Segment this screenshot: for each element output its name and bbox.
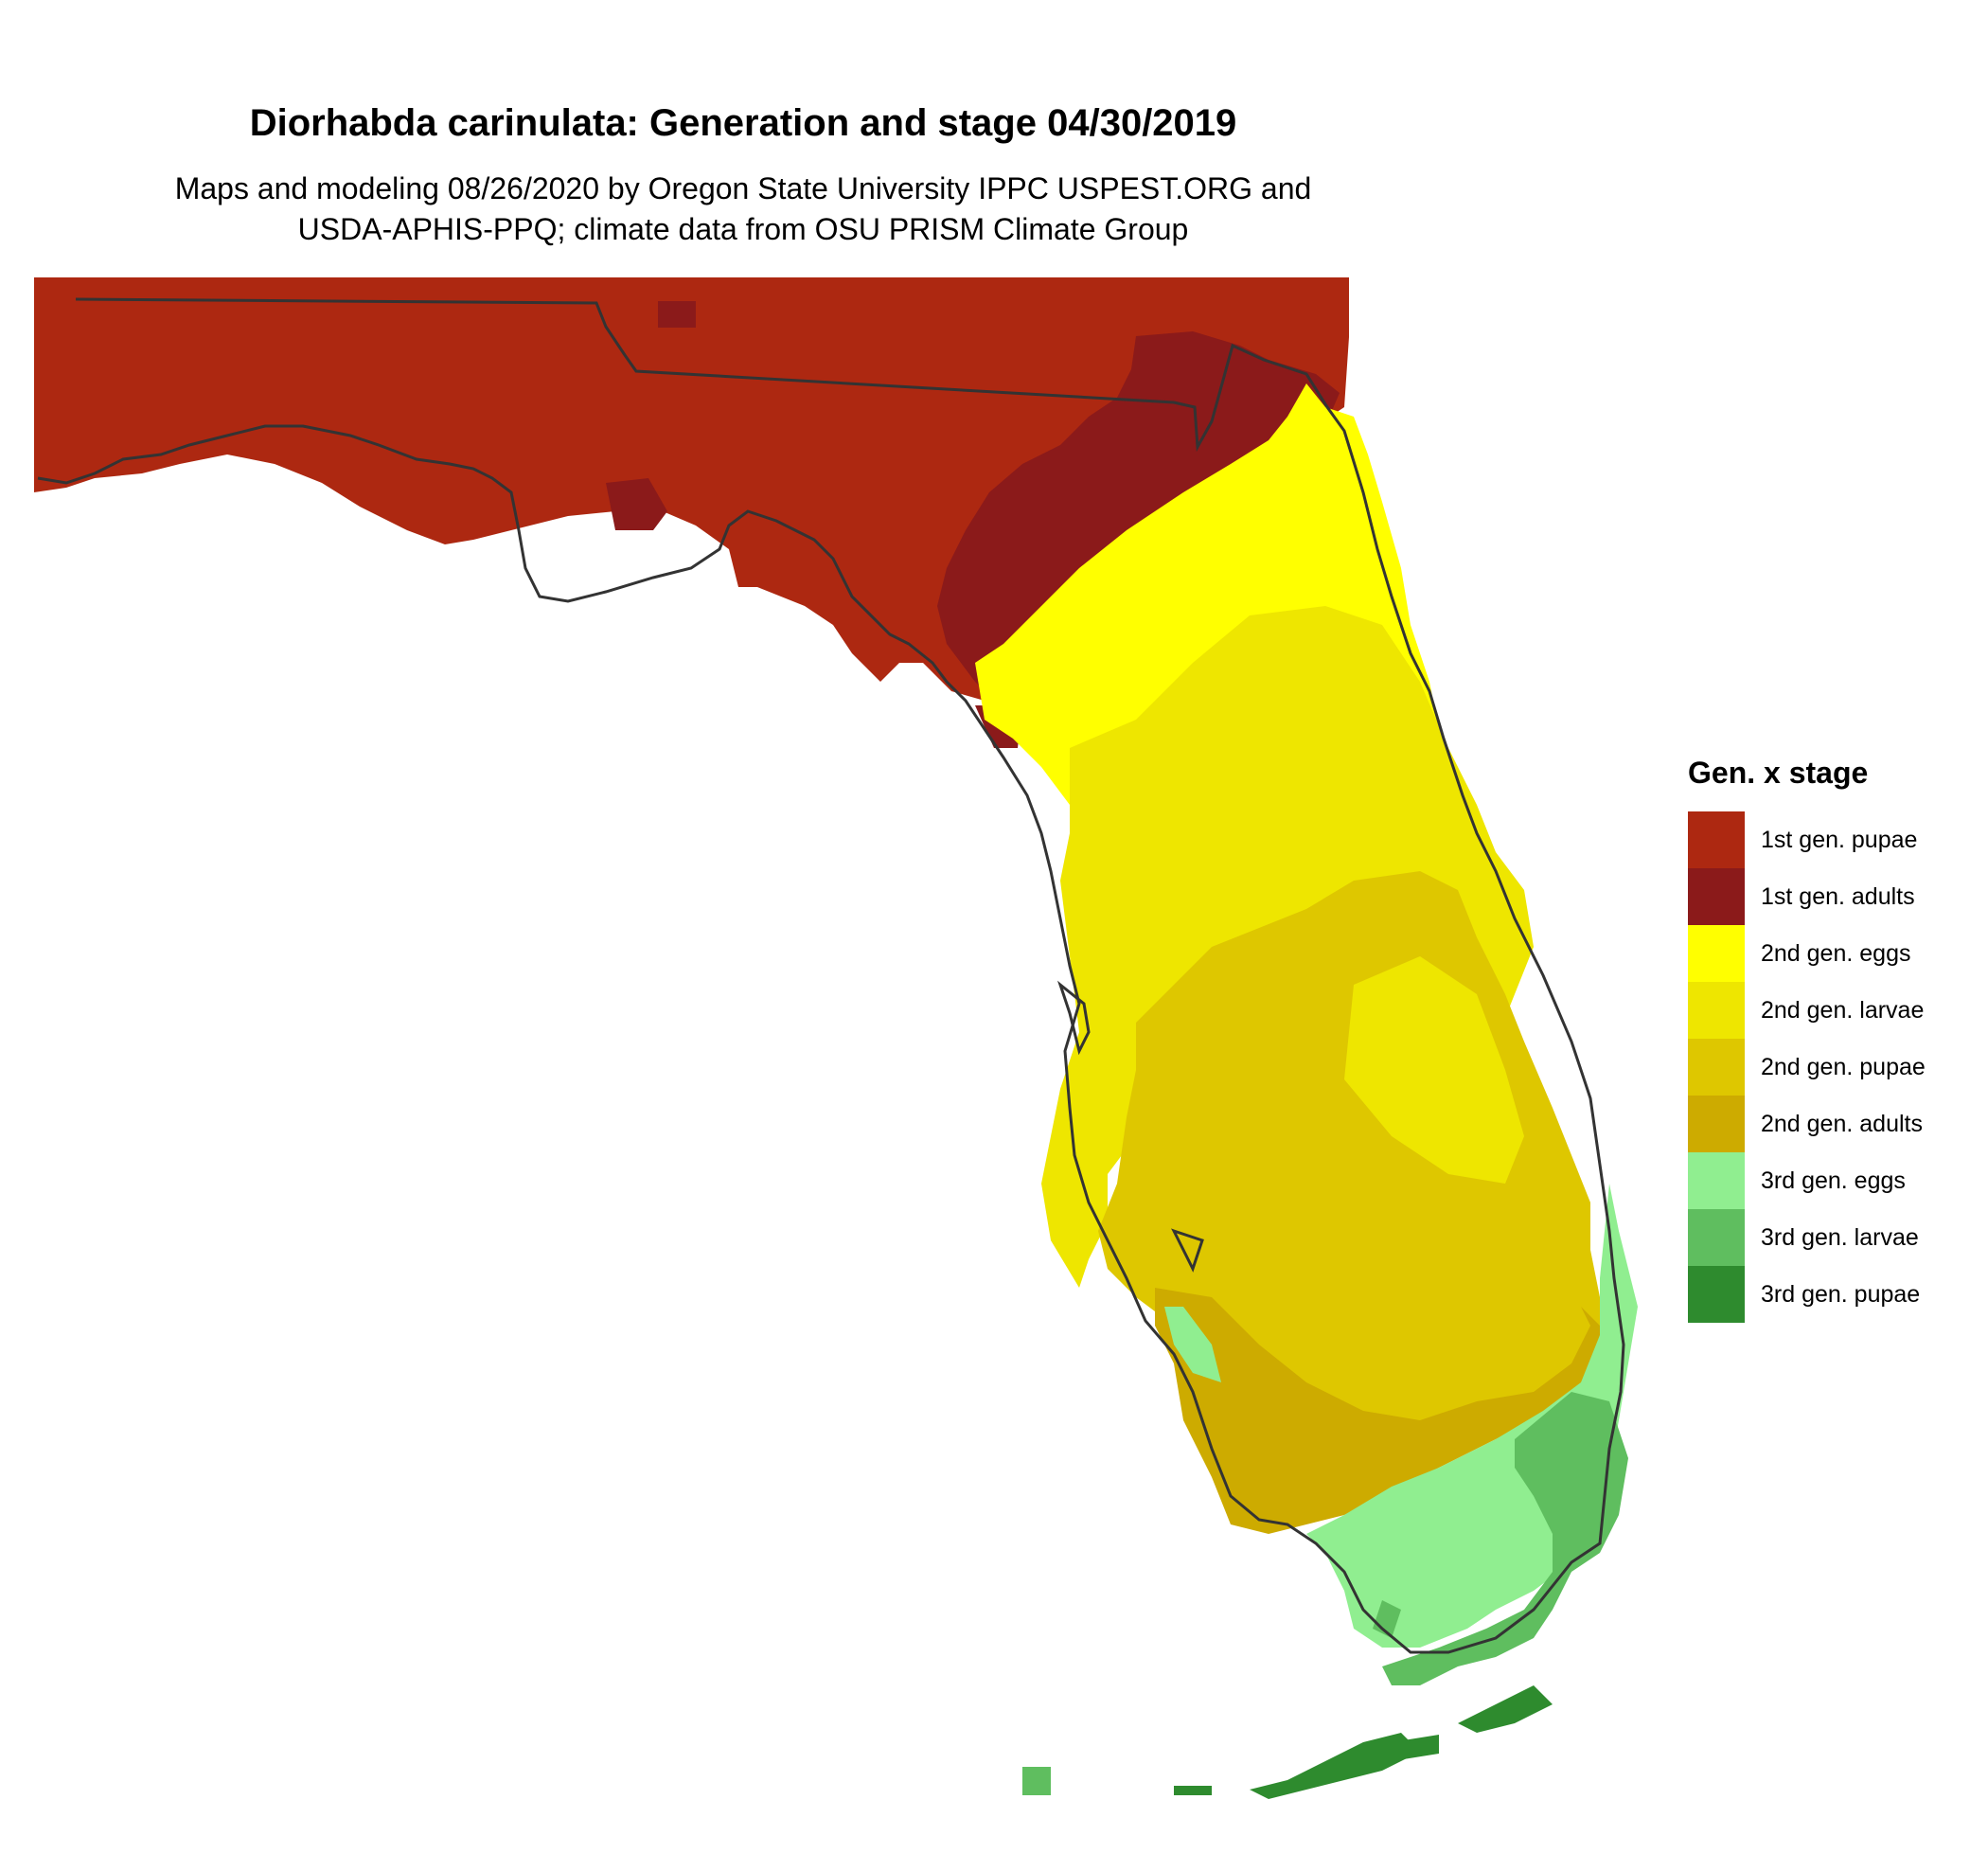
legend-swatch bbox=[1688, 925, 1745, 982]
map-title: Diorhabda carinulata: Generation and sta… bbox=[249, 102, 1237, 144]
legend-label: 2nd gen. adults bbox=[1761, 1110, 1923, 1137]
zone-3rd-gen-larvae bbox=[1373, 1600, 1401, 1638]
legend-label: 1st gen. pupae bbox=[1761, 826, 1918, 853]
legend-label: 2nd gen. larvae bbox=[1761, 996, 1925, 1024]
legend-label: 3rd gen. pupae bbox=[1761, 1280, 1921, 1308]
legend-swatch bbox=[1688, 811, 1745, 868]
legend-item: 2nd gen. adults bbox=[1688, 1096, 1972, 1152]
legend-item: 2nd gen. eggs bbox=[1688, 925, 1972, 982]
bay-outline bbox=[1056, 980, 1091, 1056]
legend-label: 3rd gen. larvae bbox=[1761, 1223, 1919, 1251]
subtitle-line-2: USDA-APHIS-PPQ; climate data from OSU PR… bbox=[297, 212, 1189, 246]
legend-swatch bbox=[1688, 1039, 1745, 1096]
zone-3rd-gen-pupae-keys bbox=[1174, 1786, 1212, 1795]
legend-item: 3rd gen. larvae bbox=[1688, 1209, 1972, 1266]
legend-item: 1st gen. pupae bbox=[1688, 811, 1972, 868]
legend-label: 2nd gen. pupae bbox=[1761, 1053, 1926, 1080]
florida-outline bbox=[37, 297, 1625, 1654]
zone-1st-gen-adults-spot bbox=[658, 301, 696, 328]
zone-1st-gen-adults-spot bbox=[606, 478, 667, 530]
legend-label: 2nd gen. eggs bbox=[1761, 939, 1911, 967]
legend-swatch bbox=[1688, 1096, 1745, 1152]
legend-item: 3rd gen. pupae bbox=[1688, 1266, 1972, 1323]
legend-items: 1st gen. pupae 1st gen. adults 2nd gen. eg… bbox=[1688, 811, 1972, 1323]
subtitle-line-1: Maps and modeling 08/26/2020 by Oregon S… bbox=[174, 171, 1312, 205]
zone-2nd-gen-adults bbox=[1155, 1288, 1609, 1534]
zone-1st-gen-adults bbox=[937, 331, 1340, 701]
zone-3rd-gen-eggs bbox=[1164, 1307, 1221, 1382]
zone-3rd-gen-pupae-keys bbox=[1250, 1733, 1420, 1799]
legend-item: 2nd gen. larvae bbox=[1688, 982, 1972, 1039]
legend-swatch bbox=[1688, 1266, 1745, 1323]
legend-label: 1st gen. adults bbox=[1761, 882, 1915, 910]
legend-swatch bbox=[1688, 1209, 1745, 1266]
legend-swatch bbox=[1688, 1152, 1745, 1209]
legend-title: Gen. x stage bbox=[1688, 756, 1869, 790]
legend-label: 3rd gen. eggs bbox=[1761, 1167, 1906, 1194]
zone-3rd-gen-pupae-keys bbox=[1458, 1685, 1553, 1733]
zone-2nd-gen-larvae-patch bbox=[1344, 956, 1524, 1184]
zone-3rd-gen-larvae-key bbox=[1022, 1767, 1051, 1795]
legend-item: 1st gen. adults bbox=[1688, 868, 1972, 925]
zone-3rd-gen-larvae bbox=[1382, 1392, 1628, 1685]
legend-item: 3rd gen. eggs bbox=[1688, 1152, 1972, 1209]
zone-3rd-gen-pupae-keys bbox=[1392, 1735, 1439, 1761]
bay-outline bbox=[1171, 1228, 1204, 1273]
legend-swatch bbox=[1688, 982, 1745, 1039]
legend-item: 2nd gen. pupae bbox=[1688, 1039, 1972, 1096]
map-subtitle: Maps and modeling 08/26/2020 by Oregon S… bbox=[0, 169, 1486, 250]
legend: Gen. x stage 1st gen. pupae 1st gen. adul… bbox=[1688, 756, 1972, 1323]
legend-swatch bbox=[1688, 868, 1745, 925]
